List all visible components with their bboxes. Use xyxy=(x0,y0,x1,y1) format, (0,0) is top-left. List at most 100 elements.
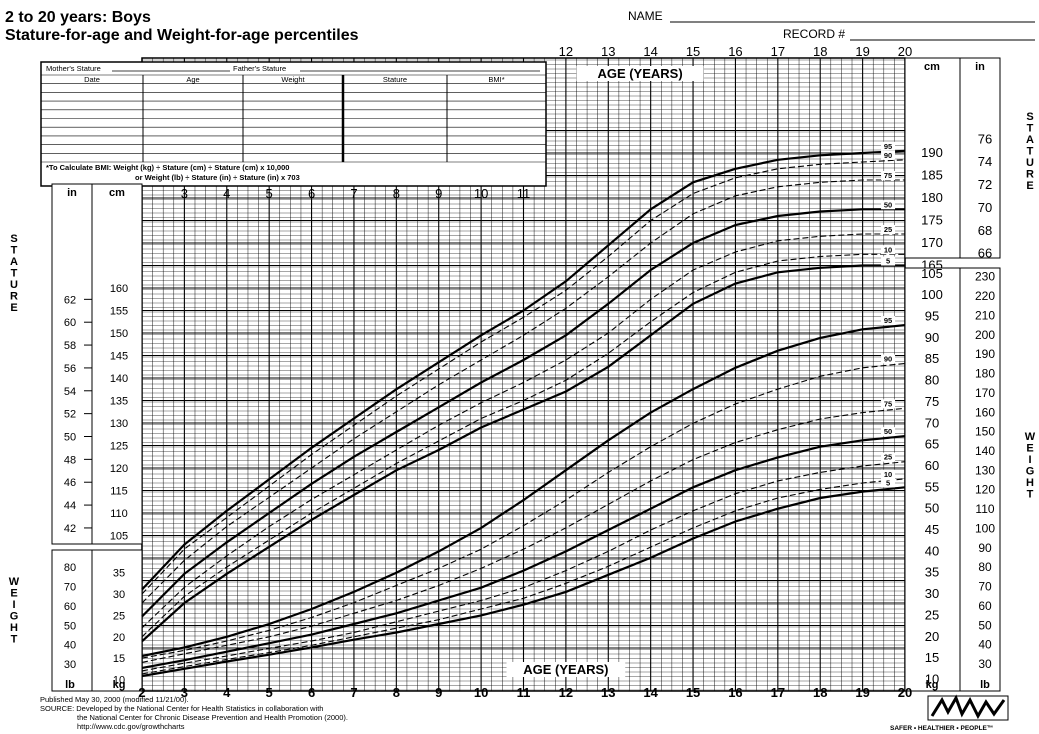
tick-label-age-bottom: 20 xyxy=(898,685,912,700)
weight-side-label-right: W xyxy=(1025,431,1036,443)
stature-side-label-left: T xyxy=(11,245,18,257)
record-col-header: BMI* xyxy=(488,75,504,84)
stature-side-label-right: A xyxy=(1026,134,1034,146)
tick-label-lb-right: 100 xyxy=(975,521,995,535)
stature-side-label-left: S xyxy=(10,233,17,245)
tick-label-kg-right: 35 xyxy=(925,565,939,580)
weight-percentile-label: 5 xyxy=(886,478,890,487)
record-label: RECORD # xyxy=(783,27,845,41)
record-table-rows[interactable] xyxy=(41,74,546,163)
axis-unit-kg: kg xyxy=(113,679,126,691)
record-table: Mother's Stature Father's Stature Date Ag… xyxy=(40,61,547,187)
weight-side-label-left: W xyxy=(9,576,20,588)
tick-label-in: 42 xyxy=(64,523,76,535)
stature-side-label-right: T xyxy=(1027,146,1034,158)
age-label-bottom-bg xyxy=(506,662,626,677)
weight-curve-p5 xyxy=(141,486,906,678)
right-in-scale xyxy=(959,57,1001,259)
stature-label-bg xyxy=(881,256,896,266)
tick-label-in-right: 70 xyxy=(978,200,992,215)
footer-source-cont: the National Center for Chronic Disease … xyxy=(77,713,348,722)
stature-side-label-left: A xyxy=(10,256,18,268)
right-lb-scale xyxy=(959,267,1001,692)
tick-label-kg: 30 xyxy=(113,589,125,601)
fathers-stature-label: Father's Stature xyxy=(233,64,286,73)
tick-label-age-top: 15 xyxy=(686,44,700,59)
tick-label-age-mid: 4 xyxy=(223,186,230,201)
tick-label-age-mid: 6 xyxy=(308,186,315,201)
tick-label-in: 48 xyxy=(64,454,76,466)
weight-curve-p25 xyxy=(141,461,906,672)
stature-side-label-right: S xyxy=(1026,111,1033,123)
weight-side-label-left: I xyxy=(12,599,15,611)
tick-label-kg-right: 100 xyxy=(921,287,943,302)
tick-label-kg-right: 50 xyxy=(925,501,939,516)
stature-percentile-label: 75 xyxy=(884,171,892,180)
bmi-note-line2: or Weight (lb) ÷ Stature (in) ÷ Stature … xyxy=(135,173,300,182)
tick-label-in-right: 72 xyxy=(978,177,992,192)
chart-subtitle: Stature-for-age and Weight-for-age perce… xyxy=(5,27,359,44)
tick-label-lb-right: 210 xyxy=(975,308,995,322)
weight-side-label-right: T xyxy=(1027,489,1034,501)
tick-label-age-bottom: 11 xyxy=(517,685,531,700)
stature-side-label-left: E xyxy=(10,302,17,314)
weight-percentile-label: 75 xyxy=(884,399,892,408)
stature-percentile-label: 50 xyxy=(884,200,892,209)
tick-label-in-right: 68 xyxy=(978,223,992,238)
record-col-header: Weight xyxy=(281,75,305,84)
tick-label-age-bottom: 18 xyxy=(813,685,827,700)
tick-label-cm-right: 180 xyxy=(921,190,943,205)
tick-label-cm-right: 185 xyxy=(921,168,943,183)
tick-label-lb-right: 170 xyxy=(975,386,995,400)
right-kg-scale xyxy=(904,267,961,692)
tick-label-age-mid: 10 xyxy=(474,186,488,201)
weight-percentile-label: 90 xyxy=(884,354,892,363)
left-lb-scale xyxy=(51,549,93,692)
axis-unit-kg-right: kg xyxy=(926,679,939,691)
tick-label-lb-right: 120 xyxy=(975,483,995,497)
weight-side-label-right: G xyxy=(1026,466,1035,478)
tick-label-lb-right: 130 xyxy=(975,463,995,477)
tick-label-lb-right: 60 xyxy=(978,599,992,613)
weight-label-bg xyxy=(881,354,896,364)
stature-percentile-label: 5 xyxy=(886,257,890,266)
tick-label-lb: 30 xyxy=(64,659,76,671)
tick-label-lb-right: 30 xyxy=(978,657,992,671)
weight-curve-p95 xyxy=(141,324,906,658)
tick-label-age-bottom: 15 xyxy=(686,685,700,700)
stature-percentile-label: 10 xyxy=(884,245,892,254)
tick-label-cm: 130 xyxy=(110,418,128,430)
footer-source: SOURCE: Developed by the National Center… xyxy=(40,704,323,713)
weight-label-bg xyxy=(881,316,896,326)
stature-side-label-left: R xyxy=(10,291,18,303)
tick-label-cm: 115 xyxy=(110,486,128,498)
tick-label-cm: 140 xyxy=(110,373,128,385)
tick-label-age-top: 17 xyxy=(771,44,785,59)
tick-label-lb-right: 80 xyxy=(978,560,992,574)
stature-label-bg xyxy=(881,141,896,151)
record-table-columns: Date Age Weight Stature BMI* xyxy=(84,75,505,162)
tick-label-age-bottom: 12 xyxy=(559,685,573,700)
tick-label-cm: 160 xyxy=(110,283,128,295)
bmi-note-line1: *To Calculate BMI: Weight (kg) ÷ Stature… xyxy=(46,163,289,172)
tick-label-cm: 120 xyxy=(110,463,128,475)
tick-label-age-mid: 8 xyxy=(393,186,400,201)
tick-label-in: 44 xyxy=(64,500,76,512)
tick-label-lb-right: 200 xyxy=(975,328,995,342)
stature-label-bg xyxy=(881,171,896,180)
tick-label-age-bottom: 7 xyxy=(350,685,357,700)
tick-label-lb-right: 160 xyxy=(975,405,995,419)
tick-label-age-mid: 9 xyxy=(435,186,442,201)
tick-label-age-bottom: 10 xyxy=(474,685,488,700)
tick-label-age-top: 13 xyxy=(601,44,615,59)
weight-percentile-label: 50 xyxy=(884,427,892,436)
tick-label-in: 52 xyxy=(64,409,76,421)
weight-label-bg xyxy=(881,427,896,437)
tick-label-kg-right: 60 xyxy=(925,458,939,473)
name-label: NAME xyxy=(628,9,663,23)
tick-label-lb: 80 xyxy=(64,562,76,574)
tick-label-kg-right: 30 xyxy=(925,586,939,601)
tick-label-in-right: 66 xyxy=(978,246,992,261)
weight-percentile-label: 25 xyxy=(884,453,892,462)
